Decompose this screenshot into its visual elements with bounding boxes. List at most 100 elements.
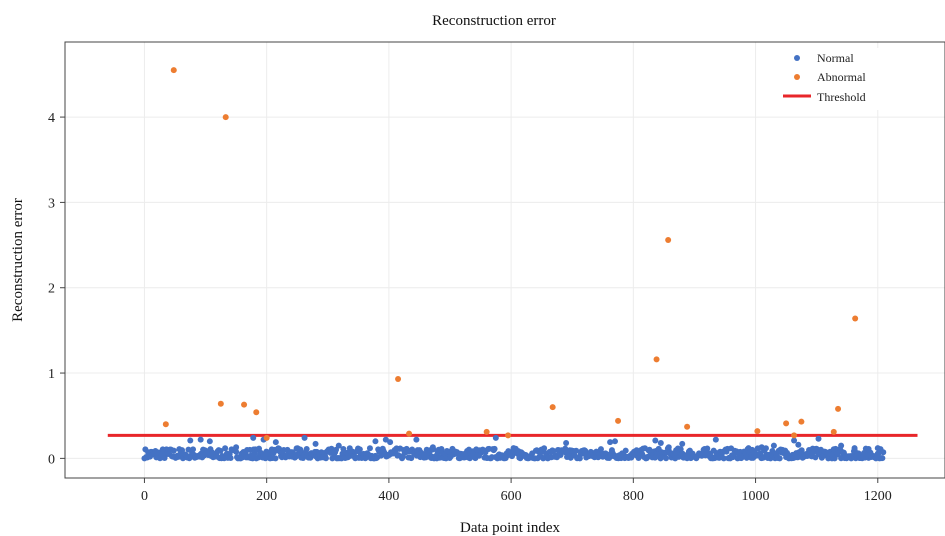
- normal-point: [510, 445, 517, 452]
- normal-point: [541, 445, 548, 452]
- normal-point: [712, 436, 719, 443]
- normal-point: [335, 442, 342, 449]
- y-tick-label: 2: [48, 282, 55, 297]
- normal-point: [770, 442, 777, 449]
- legend-normal-label: Normal: [817, 51, 854, 65]
- abnormal-point: [798, 418, 805, 425]
- plot-frame: [64, 41, 945, 479]
- abnormal-point: [222, 114, 229, 121]
- normal-point: [233, 444, 240, 451]
- abnormal-point: [549, 404, 556, 411]
- normal-point: [491, 445, 498, 452]
- normal-point: [190, 446, 197, 453]
- abnormal-points: [162, 67, 859, 441]
- abnormal-point: [170, 67, 177, 74]
- abnormal-point: [241, 401, 248, 408]
- normal-point: [492, 434, 499, 441]
- abnormal-point: [505, 432, 512, 439]
- abnormal-point: [852, 315, 859, 322]
- abnormal-point: [835, 405, 842, 412]
- normal-point: [429, 444, 436, 451]
- normal-point: [272, 455, 279, 462]
- x-tick-label: 1200: [864, 489, 892, 504]
- normal-point: [170, 447, 177, 454]
- y-tick-label: 3: [48, 196, 55, 211]
- x-tick-label: 1000: [742, 489, 770, 504]
- abnormal-point: [483, 428, 490, 435]
- abnormal-point: [253, 409, 260, 416]
- grid: [65, 42, 945, 478]
- normal-point: [607, 439, 614, 446]
- legend-box: [760, 48, 885, 110]
- y-tick-label: 0: [48, 452, 55, 467]
- normal-point: [865, 445, 872, 452]
- normal-point: [704, 445, 711, 452]
- legend-abnormal-marker: [794, 74, 800, 80]
- normal-point: [563, 440, 570, 447]
- normal-point: [179, 447, 186, 454]
- normal-point: [795, 441, 802, 448]
- x-tick-label: 200: [256, 489, 277, 504]
- normal-point: [720, 455, 727, 462]
- x-tick-label: 0: [141, 489, 148, 504]
- normal-point: [217, 447, 224, 454]
- normal-point: [573, 447, 580, 454]
- abnormal-point: [615, 417, 622, 424]
- y-axis-ticks: 0 1 2 3 4: [48, 111, 65, 467]
- abnormal-point: [653, 356, 660, 363]
- abnormal-point: [406, 430, 413, 437]
- normal-point: [206, 438, 213, 445]
- normal-point: [663, 455, 670, 462]
- normal-point: [301, 434, 308, 441]
- normal-point: [791, 437, 798, 444]
- x-tick-label: 600: [501, 489, 522, 504]
- normal-point: [312, 440, 319, 447]
- normal-point: [408, 455, 415, 462]
- abnormal-point: [791, 432, 798, 439]
- normal-points: [141, 434, 887, 462]
- legend-threshold-label: Threshold: [817, 90, 866, 104]
- normal-point: [197, 436, 204, 443]
- normal-point: [838, 442, 845, 449]
- y-tick-label: 4: [48, 111, 55, 126]
- abnormal-point: [263, 434, 270, 441]
- normal-point: [222, 445, 229, 452]
- x-axis-label: Data point index: [460, 520, 560, 536]
- abnormal-point: [217, 400, 224, 407]
- legend-normal-marker: [794, 55, 800, 61]
- normal-point: [233, 448, 240, 455]
- normal-point: [776, 455, 783, 462]
- normal-point: [303, 446, 310, 453]
- normal-point: [372, 438, 379, 445]
- normal-point: [612, 438, 618, 445]
- x-tick-label: 800: [623, 489, 644, 504]
- normal-point: [879, 455, 886, 462]
- normal-point: [366, 445, 373, 452]
- abnormal-point: [830, 428, 837, 435]
- abnormal-point: [665, 236, 672, 243]
- normal-point: [657, 440, 664, 447]
- abnormal-point: [684, 423, 691, 430]
- normal-point: [329, 455, 336, 462]
- normal-point: [272, 439, 279, 446]
- normal-point: [622, 447, 629, 454]
- normal-point: [851, 445, 858, 452]
- x-axis-ticks: 0 200 400 600 800 1000 1200: [141, 478, 892, 504]
- normal-point: [874, 445, 881, 452]
- normal-point: [665, 444, 672, 451]
- legend: Normal Abnormal Threshold: [760, 48, 885, 110]
- normal-point: [250, 434, 257, 441]
- normal-point: [187, 437, 194, 444]
- normal-point: [227, 454, 234, 461]
- normal-point: [387, 439, 394, 446]
- normal-point: [679, 440, 686, 447]
- abnormal-point: [754, 428, 761, 435]
- legend-abnormal-label: Abnormal: [817, 70, 866, 84]
- chart-title: Reconstruction error: [432, 13, 556, 29]
- normal-point: [322, 455, 329, 462]
- normal-point: [758, 444, 765, 451]
- normal-point: [413, 436, 420, 443]
- abnormal-point: [162, 421, 169, 428]
- normal-point: [340, 446, 347, 453]
- abnormal-point: [395, 376, 402, 383]
